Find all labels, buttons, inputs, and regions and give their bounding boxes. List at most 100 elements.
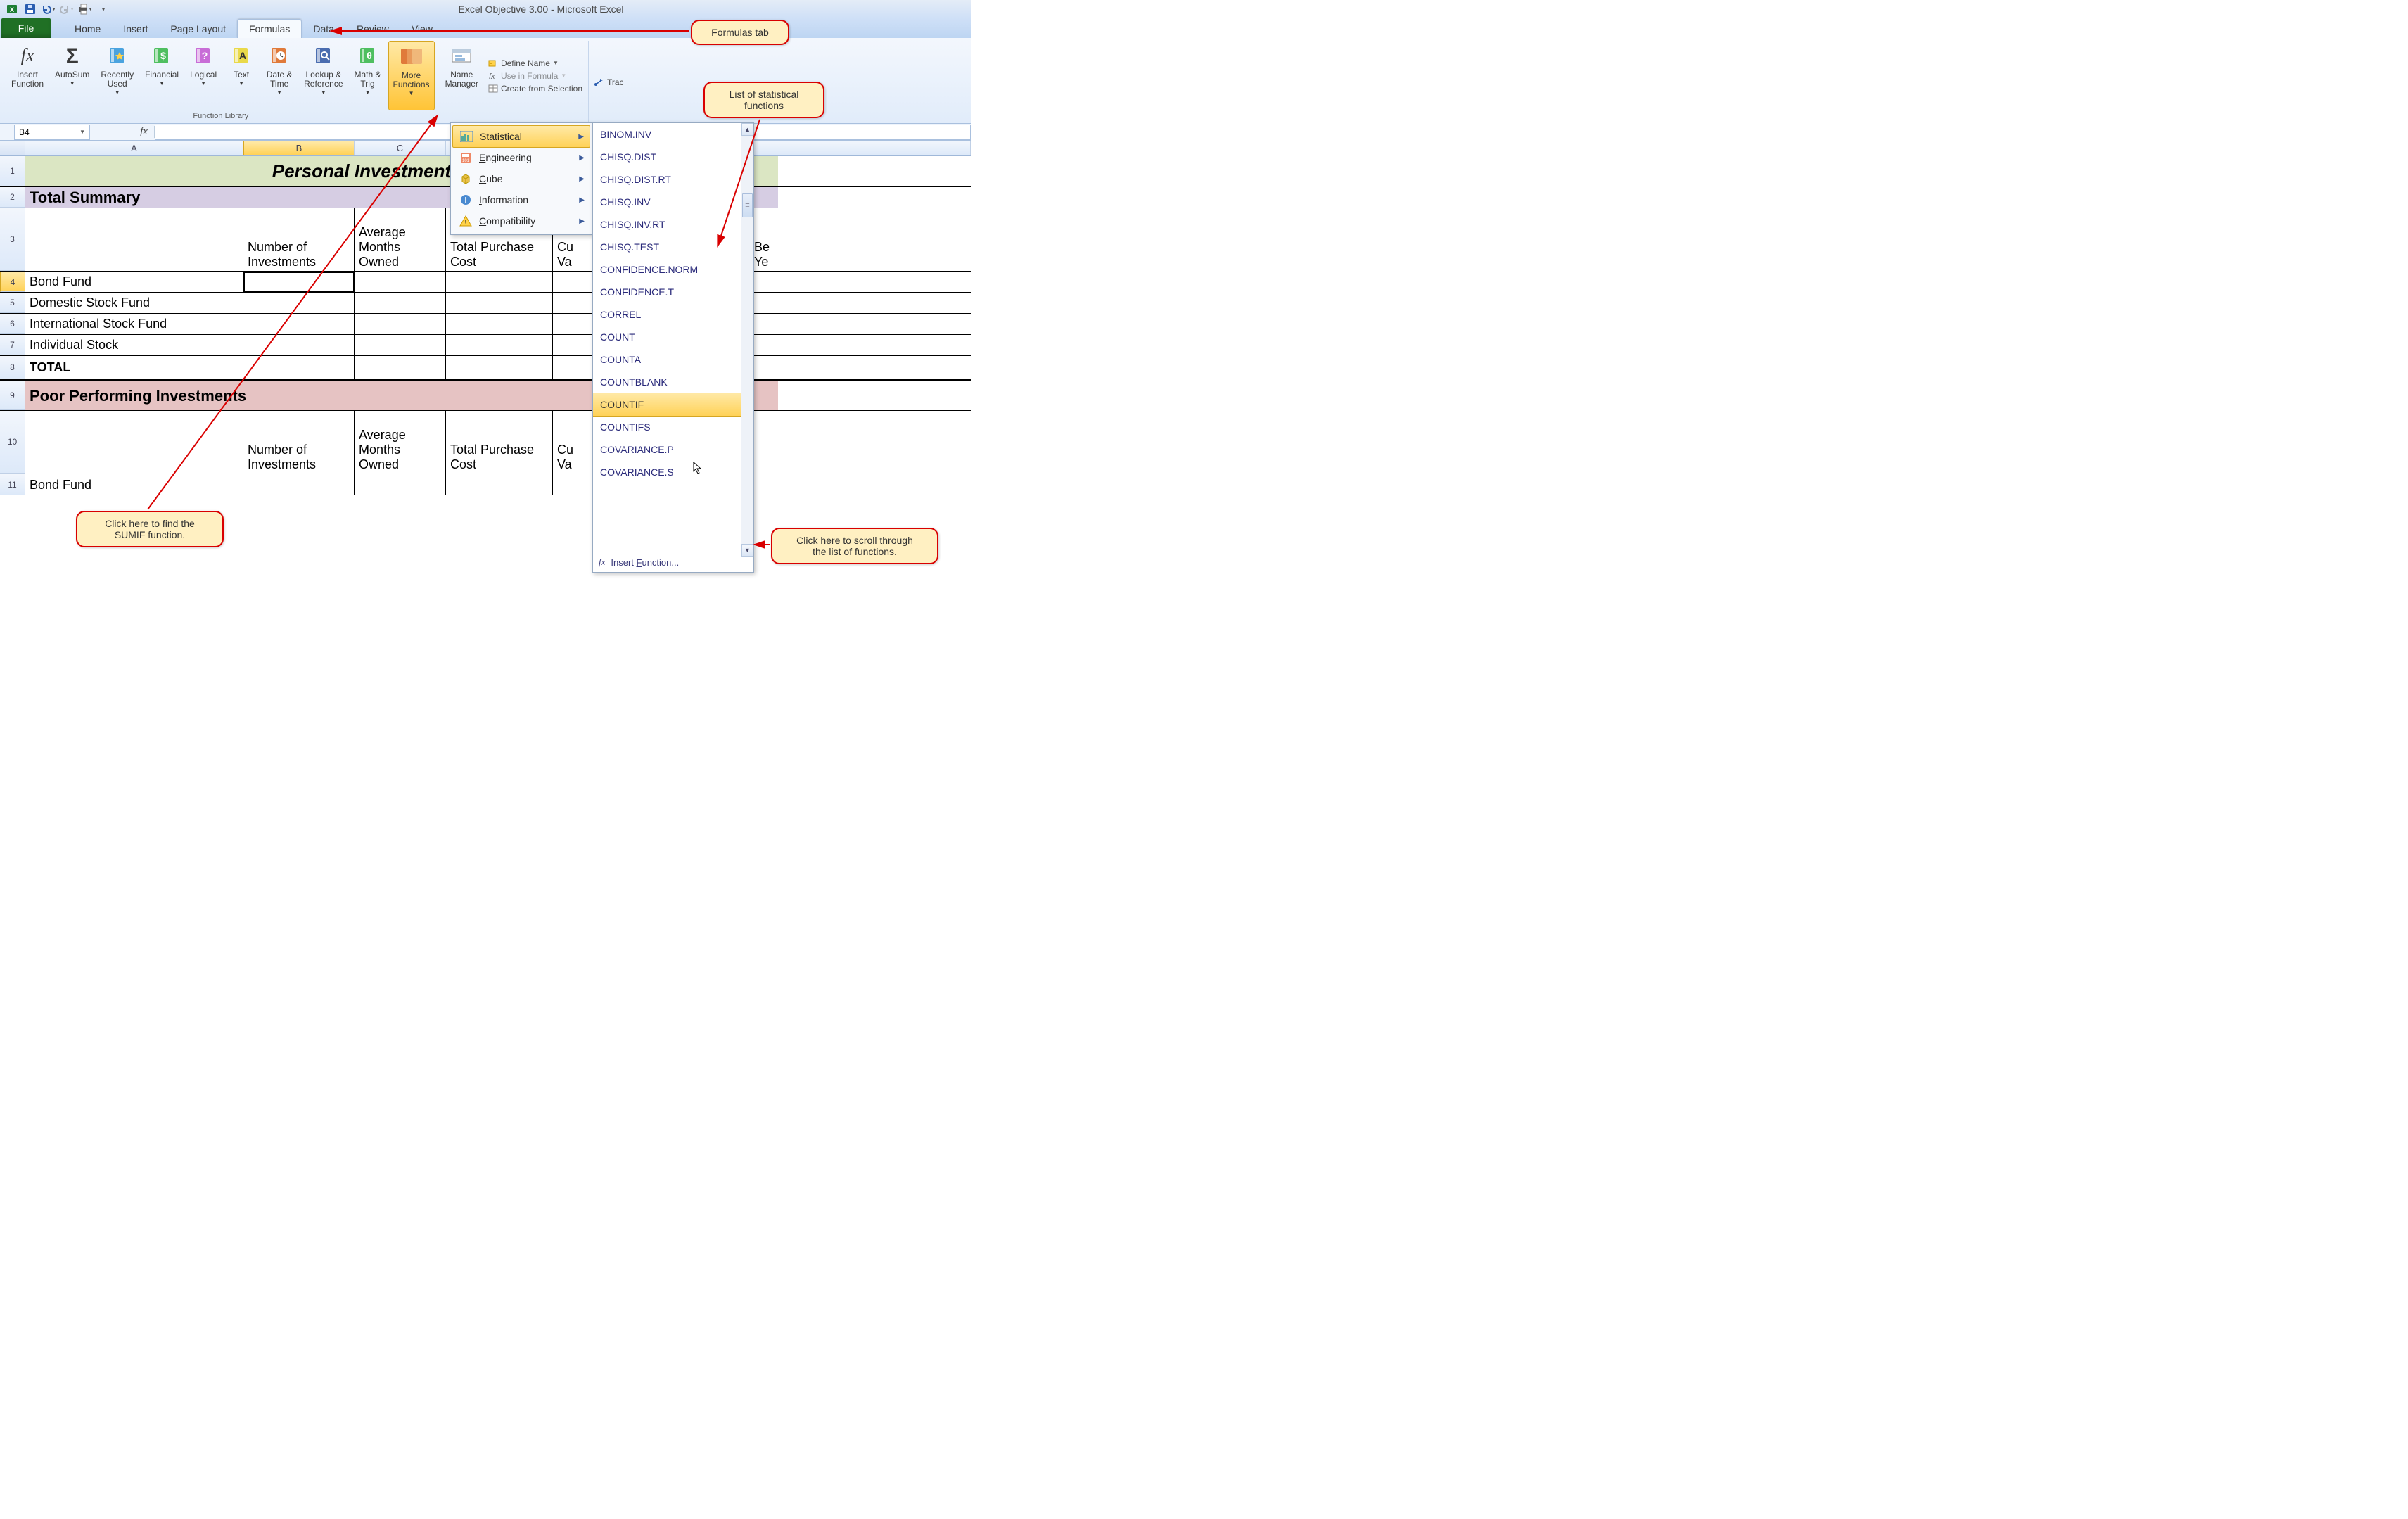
cell-c11[interactable] <box>355 474 446 495</box>
insert-function-footer[interactable]: fx Insert Function... <box>593 552 753 572</box>
cell-e7[interactable] <box>553 335 595 355</box>
row-header-8[interactable]: 8 <box>0 356 25 379</box>
cell-d7[interactable] <box>446 335 553 355</box>
cell-d5[interactable] <box>446 293 553 313</box>
function-item-countblank[interactable]: COUNTBLANK <box>593 371 741 393</box>
tab-review[interactable]: Review <box>345 20 400 38</box>
row-header-4[interactable]: 4 <box>0 272 25 292</box>
print-icon[interactable]: ▼ <box>77 2 93 16</box>
cell-b10[interactable]: Number of Investments <box>243 411 355 474</box>
cell-a4[interactable]: Bond Fund <box>25 272 243 292</box>
financial-button[interactable]: $ Financial ▼ <box>141 41 183 110</box>
row-header-6[interactable]: 6 <box>0 314 25 334</box>
cell-c6[interactable] <box>355 314 446 334</box>
submenu-statistical[interactable]: Statistical ▶ <box>452 125 590 148</box>
cell-d6[interactable] <box>446 314 553 334</box>
cell-g4[interactable] <box>750 272 778 292</box>
column-header-a[interactable]: A <box>25 141 243 155</box>
function-item-chisq-inv-rt[interactable]: CHISQ.INV.RT <box>593 213 741 236</box>
cell-b6[interactable] <box>243 314 355 334</box>
cell-c5[interactable] <box>355 293 446 313</box>
cell-c7[interactable] <box>355 335 446 355</box>
row-header-7[interactable]: 7 <box>0 335 25 355</box>
tab-data[interactable]: Data <box>302 20 345 38</box>
row-header-9[interactable]: 9 <box>0 381 25 410</box>
column-header-c[interactable]: C <box>355 141 446 155</box>
cell-a11[interactable]: Bond Fund <box>25 474 243 495</box>
cell-e8[interactable] <box>553 356 595 379</box>
cell-c8[interactable] <box>355 356 446 379</box>
lookup-ref-button[interactable]: Lookup & Reference ▼ <box>300 41 347 110</box>
cell-g3[interactable]: Be Ye <box>750 208 778 271</box>
cell-b11[interactable] <box>243 474 355 495</box>
save-icon[interactable] <box>23 2 38 16</box>
tab-formulas[interactable]: Formulas <box>237 19 302 38</box>
cell-a5[interactable]: Domestic Stock Fund <box>25 293 243 313</box>
function-item-chisq-inv[interactable]: CHISQ.INV <box>593 191 741 213</box>
scrollbar[interactable]: ▲ ≡ ▼ <box>741 123 753 557</box>
row-header-11[interactable]: 11 <box>0 474 25 495</box>
function-item-counta[interactable]: COUNTA <box>593 348 741 371</box>
cell-b8[interactable] <box>243 356 355 379</box>
name-manager-button[interactable]: Name Manager <box>441 41 483 110</box>
cell-e10[interactable]: Cu Va <box>553 411 595 474</box>
insert-function-button[interactable]: fx Insert Function <box>7 41 48 110</box>
file-tab[interactable]: File <box>1 18 51 38</box>
cell-a8[interactable]: TOTAL <box>25 356 243 379</box>
define-name-button[interactable]: Define Name ▼ <box>485 58 585 69</box>
cell-d11[interactable] <box>446 474 553 495</box>
cell-e4[interactable] <box>553 272 595 292</box>
math-trig-button[interactable]: θ Math & Trig ▼ <box>350 41 386 110</box>
create-from-selection-button[interactable]: Create from Selection <box>485 83 585 94</box>
cell-g7[interactable] <box>750 335 778 355</box>
submenu-information[interactable]: i Information ▶ <box>452 189 590 210</box>
more-functions-button[interactable]: More Functions ▼ <box>388 41 435 110</box>
function-item-chisq-test[interactable]: CHISQ.TEST <box>593 236 741 258</box>
function-item-count[interactable]: COUNT <box>593 326 741 348</box>
tab-insert[interactable]: Insert <box>112 20 159 38</box>
column-header-b[interactable]: B <box>243 141 355 155</box>
cell-g10[interactable] <box>750 411 778 474</box>
row-header-2[interactable]: 2 <box>0 187 25 208</box>
trace-precedents-button[interactable]: Trac <box>592 77 627 88</box>
function-item-covariance-s[interactable]: COVARIANCE.S <box>593 461 741 483</box>
function-item-countif[interactable]: COUNTIF <box>593 393 741 417</box>
cell-c4[interactable] <box>355 272 446 292</box>
select-all-corner[interactable] <box>0 141 25 155</box>
submenu-engineering[interactable]: 101 Engineering ▶ <box>452 147 590 168</box>
function-item-confidence-norm[interactable]: CONFIDENCE.NORM <box>593 258 741 281</box>
cell-b5[interactable] <box>243 293 355 313</box>
function-item-confidence-t[interactable]: CONFIDENCE.T <box>593 281 741 303</box>
cell-b7[interactable] <box>243 335 355 355</box>
cell-c3[interactable]: Average Months Owned <box>355 208 446 271</box>
function-item-chisq-dist-rt[interactable]: CHISQ.DIST.RT <box>593 168 741 191</box>
cell-g6[interactable] <box>750 314 778 334</box>
cell-b3[interactable]: Number of Investments <box>243 208 355 271</box>
tab-page-layout[interactable]: Page Layout <box>159 20 237 38</box>
use-in-formula-button[interactable]: fxUse in Formula ▼ <box>485 70 585 82</box>
function-item-covariance-p[interactable]: COVARIANCE.P <box>593 438 741 461</box>
fx-icon[interactable]: fx <box>138 126 155 138</box>
scroll-thumb[interactable]: ≡ <box>742 193 753 217</box>
cell-d4[interactable] <box>446 272 553 292</box>
text-button[interactable]: A Text ▼ <box>224 41 259 110</box>
row-header-3[interactable]: 3 <box>0 208 25 271</box>
cell-a7[interactable]: Individual Stock <box>25 335 243 355</box>
cell-e5[interactable] <box>553 293 595 313</box>
row-header-10[interactable]: 10 <box>0 411 25 474</box>
cell-e6[interactable] <box>553 314 595 334</box>
cell-d10[interactable]: Total Purchase Cost <box>446 411 553 474</box>
row-header-5[interactable]: 5 <box>0 293 25 313</box>
row-header-1[interactable]: 1 <box>0 156 25 186</box>
cell-a3[interactable] <box>25 208 243 271</box>
submenu-compatibility[interactable]: ! Compatibility ▶ <box>452 210 590 231</box>
tab-view[interactable]: View <box>400 20 444 38</box>
tab-home[interactable]: Home <box>63 20 112 38</box>
cell-a10[interactable] <box>25 411 243 474</box>
undo-icon[interactable]: ▼ <box>41 2 56 16</box>
scroll-down-icon[interactable]: ▼ <box>741 544 753 557</box>
submenu-cube[interactable]: Cube ▶ <box>452 168 590 189</box>
qat-customize-icon[interactable]: ▾ <box>96 2 111 16</box>
logical-button[interactable]: ? Logical ▼ <box>186 41 221 110</box>
function-item-chisq-dist[interactable]: CHISQ.DIST <box>593 146 741 168</box>
